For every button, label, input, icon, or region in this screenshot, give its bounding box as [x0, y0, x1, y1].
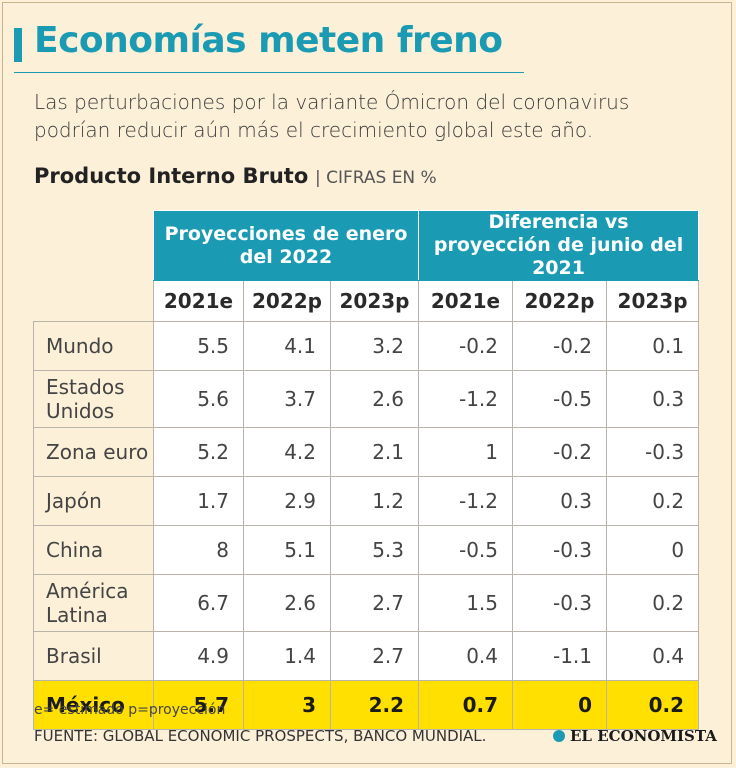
cell: 1.7 [153, 476, 244, 526]
row-label: Mundo [33, 321, 154, 371]
cell: 5.6 [153, 370, 244, 428]
column-header: 2023p [329, 280, 420, 322]
cell: 5.2 [153, 427, 244, 477]
table-heading: Producto Interno Bruto | CIFRAS EN % [34, 164, 437, 188]
row-label: Zona euro [33, 427, 154, 477]
cell: -0.2 [418, 321, 514, 371]
column-row: 2021e 2022p 2023p 2021e 2022p 2023p [34, 280, 700, 322]
footnote: e= estimado p=proyección [34, 702, 226, 718]
cell: 5.3 [329, 525, 420, 575]
cell: -0.3 [512, 574, 608, 632]
cell: -1.2 [418, 476, 514, 526]
subtitle: Las perturbaciones por la variante Ómicr… [34, 90, 630, 142]
cell: 1.5 [418, 574, 514, 632]
table-row: Zona euro 5.2 4.2 2.1 1 -0.2 -0.3 [33, 427, 700, 477]
cell: -0.3 [606, 427, 700, 477]
table-row: México 5.7 3 2.2 0.7 0 0.2 [33, 680, 700, 730]
cell: 1.2 [329, 476, 420, 526]
row-label: América Latina [33, 574, 154, 632]
cell: 2.9 [243, 476, 331, 526]
table-row: América Latina 6.7 2.6 2.7 1.5 -0.3 0.2 [33, 574, 700, 632]
data-table: Proyecciones de enero del 2022 Diferencia… [33, 210, 700, 730]
cell: -0.2 [512, 321, 608, 371]
cell: 2.6 [243, 574, 331, 632]
cell: 0.4 [418, 631, 514, 681]
blank-cell [34, 211, 154, 281]
cell: 0 [606, 525, 700, 575]
cell: -1.2 [418, 370, 514, 428]
table-row: Mundo 5.5 4.1 3.2 -0.2 -0.2 0.1 [33, 321, 700, 371]
column-header: 2023p [606, 280, 700, 322]
cell: 5.1 [243, 525, 331, 575]
table-row: China 8 5.1 5.3 -0.5 -0.3 0 [33, 525, 700, 575]
title-rule [14, 72, 524, 73]
cell: -1.1 [512, 631, 608, 681]
row-label: México [33, 680, 154, 730]
table-row: Estados Unidos 5.6 3.7 2.6 -1.2 -0.5 0.3 [33, 370, 700, 428]
cell: 0.2 [606, 680, 700, 730]
cell: 0.4 [606, 631, 700, 681]
title: Economías meten freno [34, 20, 503, 61]
cell: 4.2 [243, 427, 331, 477]
cell: 3 [243, 680, 331, 730]
row-label: Japón [33, 476, 154, 526]
table-head: Proyecciones de enero del 2022 Diferencia… [34, 210, 700, 322]
cell: 0.3 [512, 476, 608, 526]
row-label: China [33, 525, 154, 575]
source: FUENTE: GLOBAL ECONOMIC PROSPECTS, BANCO… [34, 727, 487, 745]
cell: -0.5 [418, 525, 514, 575]
cell: 1 [418, 427, 514, 477]
table-unit: | CIFRAS EN % [314, 168, 437, 188]
cell: 3.7 [243, 370, 331, 428]
cell: 4.1 [243, 321, 331, 371]
cell: 4.9 [153, 631, 244, 681]
column-header: 2021e [418, 280, 514, 322]
cell: -0.5 [512, 370, 608, 428]
title-accent [14, 28, 22, 62]
cell: 5.7 [153, 680, 244, 730]
cell: 0.3 [606, 370, 700, 428]
column-header: 2022p [512, 280, 608, 322]
cell: 6.7 [153, 574, 244, 632]
blank-cell [34, 281, 154, 322]
cell: -0.3 [512, 525, 608, 575]
brand-logo [553, 730, 565, 742]
cell: 8 [153, 525, 244, 575]
cell: 2.2 [329, 680, 420, 730]
brand: EL ECONOMISTA [570, 727, 717, 745]
cell: 0.2 [606, 476, 700, 526]
cell: 0.7 [418, 680, 514, 730]
cell: 0 [512, 680, 608, 730]
cell: 2.7 [329, 631, 420, 681]
cell: -0.2 [512, 427, 608, 477]
column-header: 2021e [153, 280, 244, 322]
cell: 2.7 [329, 574, 420, 632]
cell: 2.6 [329, 370, 420, 428]
cell: 0.1 [606, 321, 700, 371]
group-header: Diferencia vs proyección de junio del 20… [418, 210, 700, 281]
cell: 1.4 [243, 631, 331, 681]
cell: 5.5 [153, 321, 244, 371]
group-header: Proyecciones de enero del 2022 [152, 210, 420, 281]
row-label: Brasil [33, 631, 154, 681]
column-header: 2022p [243, 280, 331, 322]
table-row: Brasil 4.9 1.4 2.7 0.4 -1.1 0.4 [33, 631, 700, 681]
cell: 2.1 [329, 427, 420, 477]
table-title: Producto Interno Bruto [34, 164, 309, 188]
group-row: Proyecciones de enero del 2022 Diferencia… [34, 210, 700, 281]
row-label: Estados Unidos [33, 370, 154, 428]
table-body: Mundo 5.5 4.1 3.2 -0.2 -0.2 0.1 Estados Unidos 5… [33, 321, 700, 730]
table-row: Japón 1.7 2.9 1.2 -1.2 0.3 0.2 [33, 476, 700, 526]
cell: 3.2 [329, 321, 420, 371]
cell: 0.2 [606, 574, 700, 632]
